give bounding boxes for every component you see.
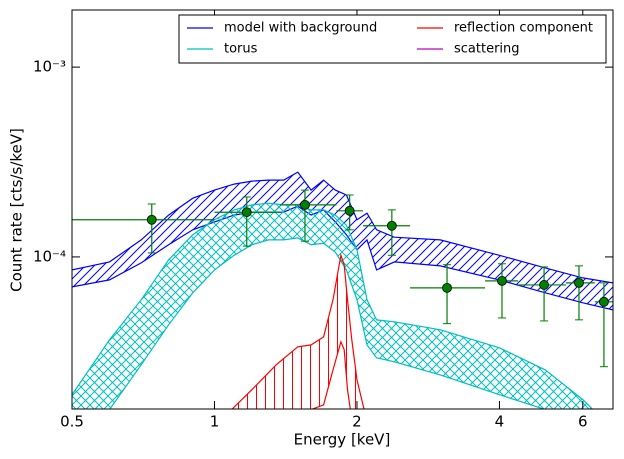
x-tick-label: 6 bbox=[578, 413, 588, 431]
data-point bbox=[386, 220, 397, 231]
plot-area bbox=[72, 171, 613, 409]
band-fill bbox=[72, 203, 593, 409]
data-point bbox=[146, 214, 157, 225]
data-point bbox=[497, 275, 507, 286]
overlay: 0.5 1 2 4 6 10⁻⁴ 10⁻³ model with background toru… bbox=[33, 10, 613, 431]
data-point bbox=[241, 207, 252, 218]
legend-box bbox=[178, 14, 607, 64]
x-tick-label: 4 bbox=[495, 413, 505, 431]
legend-label: model with background bbox=[224, 21, 377, 36]
data-point bbox=[539, 280, 549, 290]
data-point bbox=[574, 277, 584, 288]
legend-label: torus bbox=[224, 42, 258, 57]
x-tick-label: 1 bbox=[210, 413, 220, 431]
band-upper bbox=[231, 252, 365, 409]
data-point bbox=[599, 296, 609, 307]
band-fill bbox=[232, 255, 364, 409]
y-tick-label: 10⁻⁴ bbox=[33, 247, 66, 265]
band-lower bbox=[310, 339, 351, 409]
legend-label: scattering bbox=[454, 42, 520, 57]
band-fill bbox=[72, 172, 613, 310]
x-tick-label: 2 bbox=[352, 413, 362, 431]
x-tick-label: 0.5 bbox=[60, 413, 84, 431]
y-axis-label: Count rate [cts/s/keV] bbox=[8, 128, 26, 292]
x-axis-label: Energy [keV] bbox=[294, 431, 391, 449]
band-lower bbox=[109, 237, 546, 409]
data-point bbox=[300, 199, 310, 210]
band-upper bbox=[72, 171, 613, 284]
axes-frame bbox=[71, 9, 614, 410]
y-tick-label: 10⁻³ bbox=[33, 58, 66, 76]
band-upper bbox=[72, 202, 594, 409]
data-point bbox=[344, 205, 355, 216]
data-point bbox=[442, 282, 452, 293]
legend-label: reflection component bbox=[454, 21, 593, 36]
